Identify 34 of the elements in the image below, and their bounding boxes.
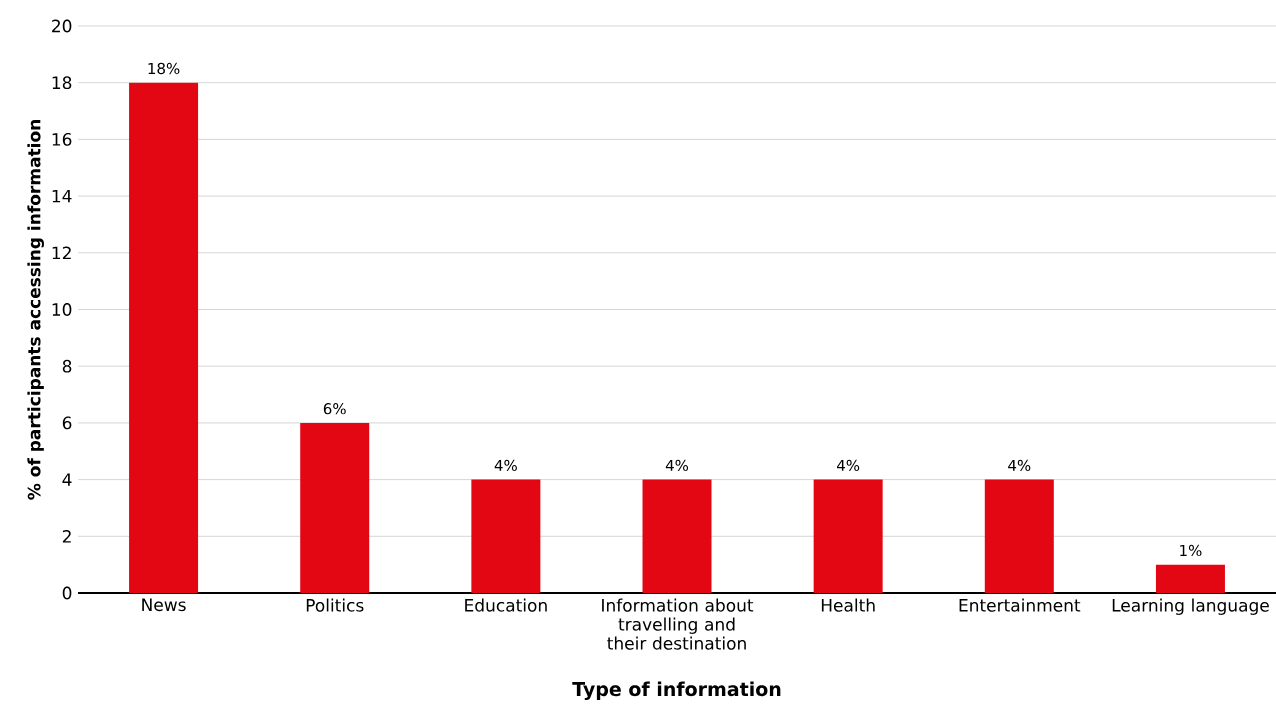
x-tick-label: Information about travelling and their destination [602, 598, 754, 650]
bar [129, 82, 199, 593]
data-label: 6% [323, 403, 346, 415]
y-tick-label: 2 [62, 529, 71, 543]
y-axis-title: % of participants accessing information [27, 120, 44, 500]
data-label: 4% [665, 459, 689, 472]
y-tick-label: 8 [62, 359, 72, 373]
bar [300, 422, 370, 593]
bar [1155, 564, 1225, 593]
data-label: 4% [836, 459, 860, 472]
bar [642, 479, 712, 593]
y-tick-label: 14 [52, 189, 72, 203]
x-tick-label: Learning language [1112, 598, 1269, 615]
y-tick-label: 12 [52, 246, 71, 260]
bar [471, 479, 541, 593]
y-tick-label: 16 [52, 132, 72, 146]
data-label: 1% [1180, 544, 1202, 557]
x-tick-label: Health [821, 598, 875, 612]
y-tick-label: 6 [62, 416, 72, 430]
x-tick-label: Entertainment [959, 598, 1081, 612]
bar [984, 479, 1054, 593]
y-tick-label: 0 [62, 586, 72, 600]
x-tick-label: Education [465, 598, 547, 612]
x-tick-label: News [142, 598, 186, 612]
x-axis-title: Type of information [572, 681, 781, 701]
data-label: 4% [1008, 459, 1031, 472]
data-label: 18% [148, 62, 180, 75]
y-tick-label: 4 [62, 473, 72, 486]
x-tick-label: Politics [306, 598, 364, 612]
y-tick-label: 18 [52, 76, 72, 90]
y-tick-label: 20 [52, 19, 72, 33]
y-tick-label: 10 [52, 303, 72, 316]
data-label: 4% [494, 459, 517, 472]
bar [813, 479, 883, 593]
